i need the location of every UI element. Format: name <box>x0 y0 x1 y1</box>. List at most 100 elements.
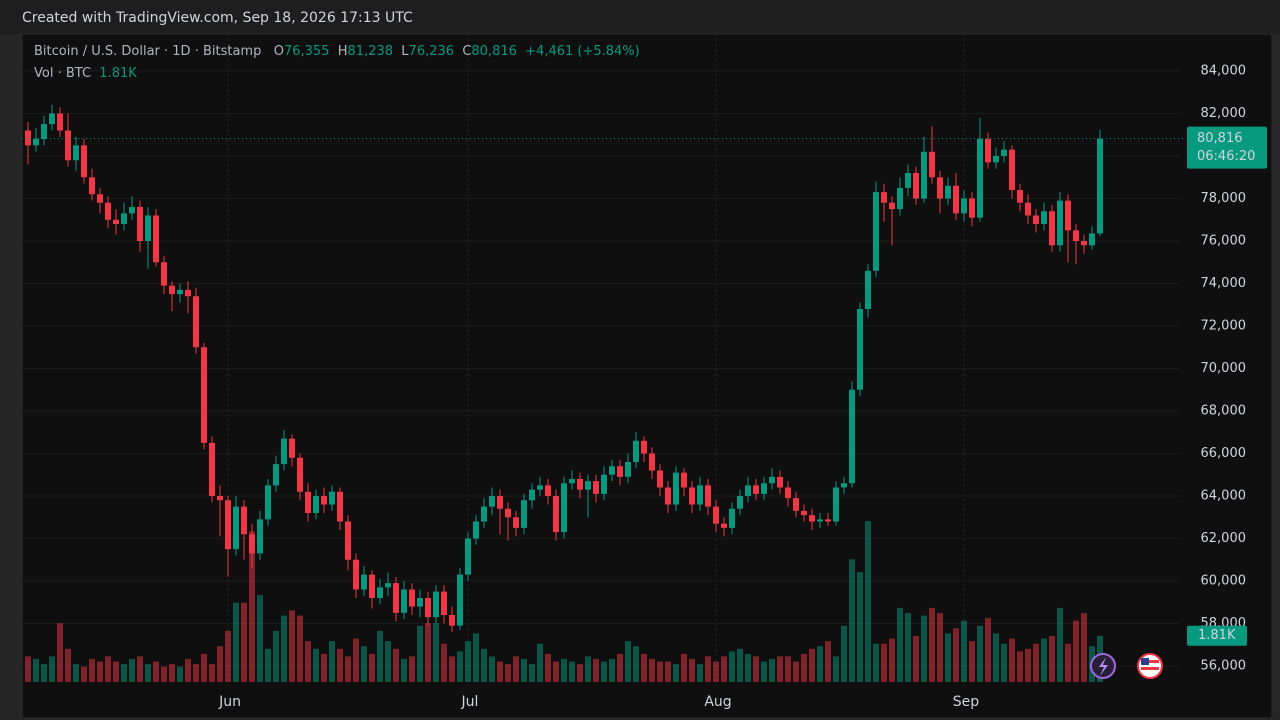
volume-bar <box>25 656 31 682</box>
candle-body <box>777 476 783 488</box>
candle-body <box>1009 149 1015 190</box>
candle-body <box>289 438 295 458</box>
candle-body <box>865 270 871 309</box>
volume-bar <box>233 602 239 682</box>
candle-body <box>1089 233 1095 246</box>
candle-body <box>577 479 583 490</box>
candle-body <box>953 185 959 214</box>
candle-body <box>225 500 231 550</box>
volume-bar <box>537 643 543 682</box>
candle-body <box>985 139 991 163</box>
volume-bar <box>953 628 959 682</box>
volume-bar <box>425 623 431 682</box>
volume-bar <box>985 618 991 682</box>
candle-body <box>417 598 423 607</box>
candle-body <box>689 487 695 505</box>
volume-bar <box>201 653 207 682</box>
y-tick-label: 64,000 <box>1201 489 1247 504</box>
plot-panel <box>21 33 1273 719</box>
candle-body <box>385 583 391 588</box>
candle-body <box>49 113 55 125</box>
volume-bar <box>1025 648 1031 682</box>
volume-bar <box>273 630 279 682</box>
candle-body <box>665 487 671 505</box>
volume-bar <box>889 638 895 682</box>
ohlc-value: 80,816 <box>471 44 517 59</box>
candle-body <box>345 521 351 560</box>
volume-bar <box>649 659 655 682</box>
volume-bar <box>809 648 815 682</box>
candle-body <box>497 496 503 509</box>
candle-body <box>729 508 735 528</box>
candle-body <box>697 485 703 505</box>
candle-body <box>41 124 47 139</box>
ohlc-value: 76,236 <box>408 44 455 59</box>
volume-bar <box>993 633 999 682</box>
ohlc-prefix: C <box>462 44 472 59</box>
volume-bar <box>777 656 783 682</box>
candle-body <box>441 591 447 615</box>
flag-icon[interactable] <box>1137 653 1163 679</box>
volume-bar <box>681 653 687 682</box>
volume-bar <box>969 641 975 682</box>
candle-body <box>473 521 479 539</box>
candle-body <box>369 574 375 598</box>
volume-bar <box>241 602 247 682</box>
volume-bar <box>641 653 647 682</box>
candle-body <box>1057 200 1063 246</box>
volume-bar <box>473 633 479 682</box>
y-tick-label: 74,000 <box>1201 276 1247 291</box>
volume-bar <box>97 661 103 682</box>
candle-body <box>177 289 183 295</box>
candle-body <box>585 481 591 490</box>
candle-body <box>513 517 519 528</box>
volume-bar <box>57 623 63 682</box>
volume-bar <box>1017 651 1023 682</box>
y-tick-label: 76,000 <box>1201 234 1247 249</box>
candle-body <box>409 589 415 607</box>
volume-bar <box>353 638 359 682</box>
candle-body <box>209 442 215 496</box>
x-tick-label: Aug <box>704 694 731 710</box>
volume-bar <box>849 559 855 682</box>
candle-body <box>609 466 615 475</box>
volume-bar <box>193 664 199 682</box>
candle-body <box>681 472 687 488</box>
top-bar <box>0 0 1280 34</box>
candle-body <box>233 506 239 550</box>
volume-bar <box>345 656 351 682</box>
volume-bar <box>329 641 335 682</box>
volume-bar <box>1065 643 1071 682</box>
candle-body <box>129 207 135 214</box>
volume-bar <box>129 659 135 682</box>
candle-body <box>873 192 879 271</box>
volume-bar <box>513 656 519 682</box>
candle-body <box>1097 138 1103 234</box>
volume-value: 1.81K <box>99 66 137 81</box>
candle-body <box>329 491 335 505</box>
candle-body <box>1017 190 1023 203</box>
volume-bar <box>289 610 295 682</box>
volume-bar <box>337 648 343 682</box>
candle-body <box>353 559 359 590</box>
candle-body <box>193 296 199 348</box>
y-tick-label: 72,000 <box>1201 319 1247 334</box>
volume-bar <box>457 651 463 682</box>
volume-bar <box>913 636 919 682</box>
y-tick-label: 82,000 <box>1201 106 1247 121</box>
volume-bar <box>489 656 495 682</box>
volume-bar <box>529 664 535 682</box>
candle-body <box>825 519 831 522</box>
flag-canton <box>1141 658 1149 665</box>
volume-bar <box>505 664 511 682</box>
candle-body <box>241 506 247 535</box>
volume-bar <box>857 572 863 682</box>
volume-bar <box>73 664 79 682</box>
volume-bar <box>225 630 231 682</box>
candle-body <box>1001 149 1007 156</box>
volume-bar <box>897 607 903 682</box>
y-tick-label: 68,000 <box>1201 404 1247 419</box>
volume-bar <box>977 625 983 682</box>
candle-body <box>993 156 999 163</box>
